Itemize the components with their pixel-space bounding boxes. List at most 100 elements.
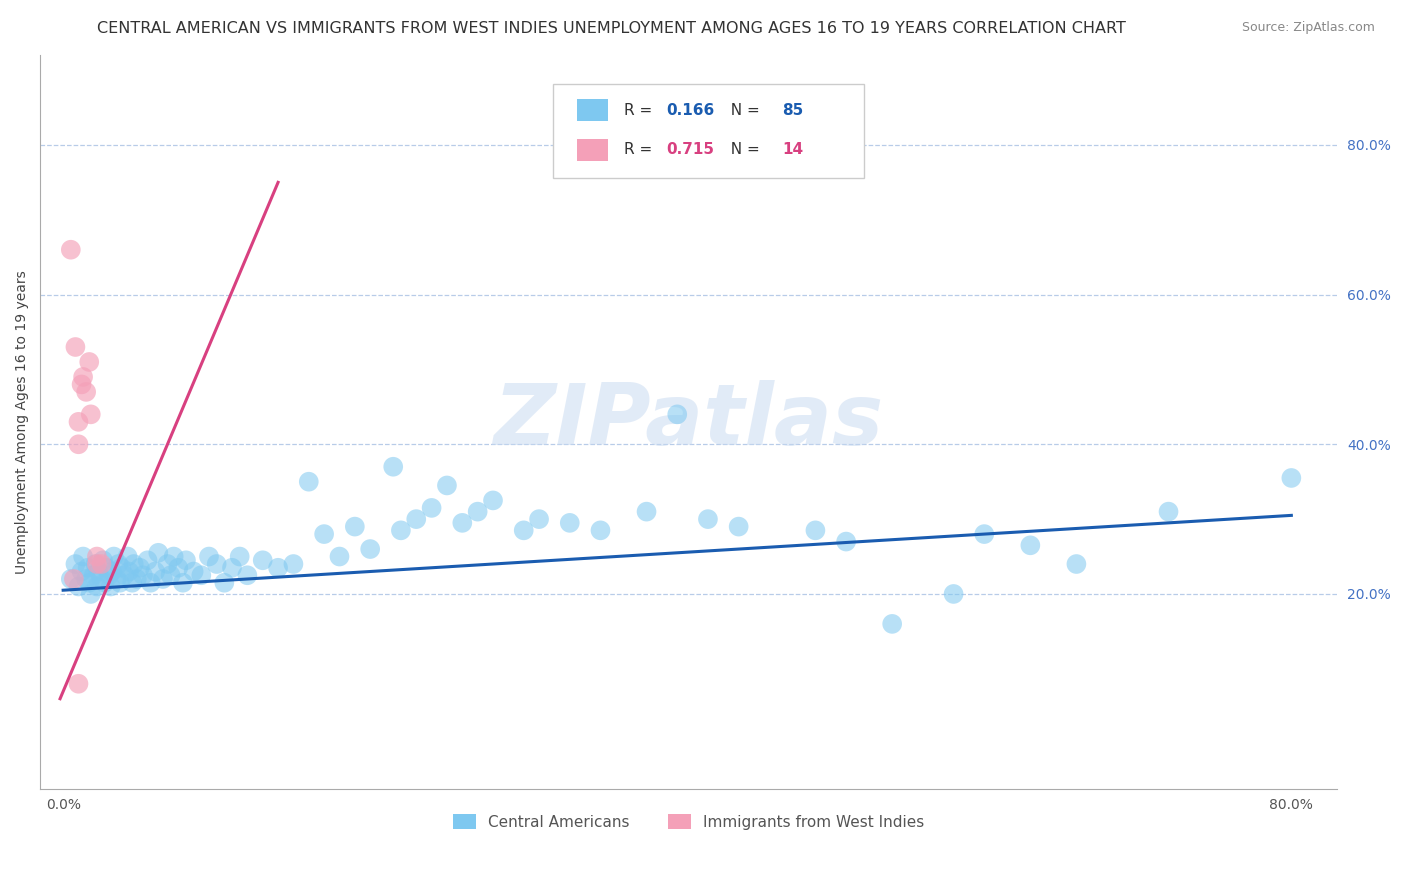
Text: N =: N = <box>721 143 765 158</box>
Point <box>75 384 97 399</box>
Point <box>77 355 100 369</box>
Point <box>589 524 612 538</box>
Point <box>942 587 965 601</box>
Point <box>804 524 827 538</box>
Point <box>117 549 139 564</box>
Text: 0.166: 0.166 <box>666 103 716 118</box>
Point <box>835 534 858 549</box>
Text: 14: 14 <box>782 143 803 158</box>
Point <box>87 565 110 579</box>
Point <box>118 565 141 579</box>
Point <box>167 561 190 575</box>
Point <box>156 557 179 571</box>
Point <box>84 557 107 571</box>
Point <box>1066 557 1088 571</box>
Point <box>152 572 174 586</box>
Point <box>100 579 122 593</box>
Point <box>973 527 995 541</box>
Point <box>122 557 145 571</box>
Point <box>67 579 90 593</box>
Text: R =: R = <box>624 103 657 118</box>
Point <box>1157 505 1180 519</box>
Point <box>283 557 305 571</box>
Point <box>163 549 186 564</box>
Point <box>467 505 489 519</box>
Point <box>436 478 458 492</box>
Text: ZIPatlas: ZIPatlas <box>494 380 884 463</box>
Text: 0.715: 0.715 <box>666 143 714 158</box>
Point <box>125 572 148 586</box>
Point <box>183 565 205 579</box>
Point <box>174 553 197 567</box>
Point <box>159 568 181 582</box>
Point <box>527 512 550 526</box>
Point <box>86 579 108 593</box>
Point <box>70 565 93 579</box>
Point <box>67 677 90 691</box>
Point <box>67 415 90 429</box>
Point <box>405 512 427 526</box>
Point <box>94 561 117 575</box>
Text: 85: 85 <box>782 103 803 118</box>
Point <box>636 505 658 519</box>
Legend: Central Americans, Immigrants from West Indies: Central Americans, Immigrants from West … <box>447 807 931 836</box>
Point <box>108 575 131 590</box>
Point <box>59 572 82 586</box>
Point <box>666 408 689 422</box>
Point <box>93 575 115 590</box>
Text: R =: R = <box>624 143 657 158</box>
FancyBboxPatch shape <box>578 139 609 161</box>
Point <box>70 377 93 392</box>
Point <box>697 512 720 526</box>
Point <box>314 527 336 541</box>
Point <box>101 565 124 579</box>
Point <box>236 568 259 582</box>
Point <box>359 542 381 557</box>
Point <box>420 500 443 515</box>
Point <box>91 553 114 567</box>
Point <box>328 549 350 564</box>
Point <box>198 549 221 564</box>
Point <box>65 340 87 354</box>
Point <box>148 546 170 560</box>
Text: Source: ZipAtlas.com: Source: ZipAtlas.com <box>1241 21 1375 35</box>
Point <box>136 553 159 567</box>
Point <box>75 572 97 586</box>
Point <box>221 561 243 575</box>
Point <box>389 524 412 538</box>
Point <box>132 568 155 582</box>
Point <box>205 557 228 571</box>
Point <box>190 568 212 582</box>
Point <box>83 568 105 582</box>
Point <box>72 370 94 384</box>
Point <box>727 519 749 533</box>
Point <box>103 549 125 564</box>
Point <box>882 616 904 631</box>
Point <box>67 437 90 451</box>
Point <box>343 519 366 533</box>
Point <box>172 575 194 590</box>
Point <box>107 557 129 571</box>
Point <box>512 524 534 538</box>
Point <box>86 549 108 564</box>
Point <box>298 475 321 489</box>
Point <box>98 568 121 582</box>
Point <box>77 575 100 590</box>
Point <box>214 575 236 590</box>
Point <box>1019 538 1042 552</box>
Point <box>90 557 112 571</box>
Point <box>90 572 112 586</box>
Text: CENTRAL AMERICAN VS IMMIGRANTS FROM WEST INDIES UNEMPLOYMENT AMONG AGES 16 TO 19: CENTRAL AMERICAN VS IMMIGRANTS FROM WEST… <box>97 21 1126 37</box>
Point <box>63 572 86 586</box>
Point <box>110 561 132 575</box>
Point <box>451 516 474 530</box>
Point <box>558 516 581 530</box>
Point <box>252 553 274 567</box>
Point <box>228 549 250 564</box>
Point <box>114 568 136 582</box>
Text: N =: N = <box>721 103 765 118</box>
Point <box>1279 471 1302 485</box>
Point <box>86 557 108 571</box>
Point <box>72 549 94 564</box>
Y-axis label: Unemployment Among Ages 16 to 19 years: Unemployment Among Ages 16 to 19 years <box>15 270 30 574</box>
